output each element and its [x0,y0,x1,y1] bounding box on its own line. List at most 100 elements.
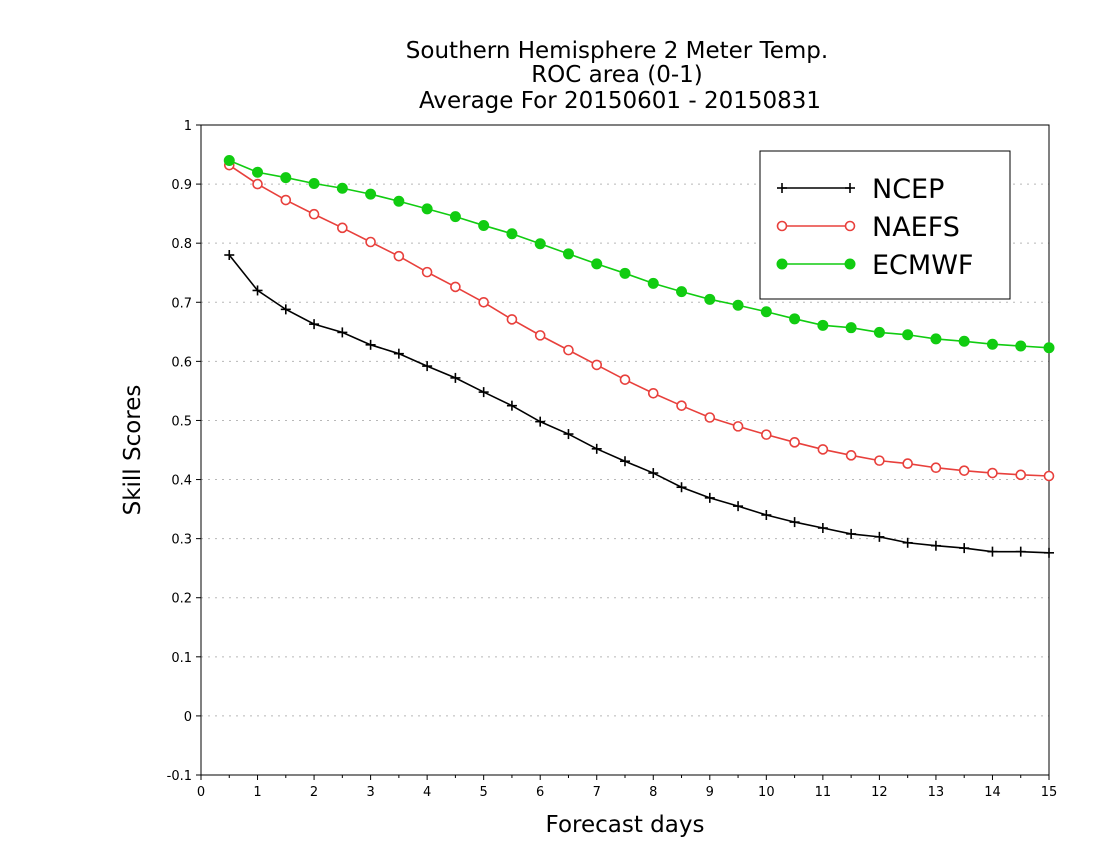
y-tick-label-8: 0.7 [171,296,192,311]
point-naefs-20 [789,437,800,448]
legend-item-ncep: NCEP [777,174,944,205]
point-ncep-9 [478,387,489,398]
x-tick-label-15: 15 [1041,785,1058,800]
legend-marker-left-ecmwf [776,258,788,270]
x-tick-label-8: 8 [649,785,657,800]
point-ecmwf-28 [1015,340,1027,352]
point-ecmwf-22 [845,322,857,334]
point-ncep-25 [930,540,941,551]
legend-marker-right-ncep [845,183,855,193]
point-naefs-7 [421,266,433,278]
x-tick-label-10: 10 [758,785,775,800]
x-tick-label-2: 2 [310,785,318,800]
x-tick-label-11: 11 [815,785,832,800]
point-naefs-2 [280,194,292,206]
point-ncep-15 [648,468,659,479]
point-ecmwf-26 [958,335,970,347]
point-ncep-21 [817,523,828,533]
point-naefs-12 [563,344,574,356]
point-naefs-9 [478,296,489,308]
x-tick-label-3: 3 [366,785,374,800]
point-naefs-6 [393,250,405,262]
point-ncep-10 [506,400,517,411]
point-ecmwf-1 [252,166,264,178]
y-axis-label: Skill Scores [120,385,146,516]
point-ncep-18 [733,501,744,512]
y-tick-label-4: 0.3 [171,533,192,548]
x-tick-label-1: 1 [253,785,261,800]
point-naefs-13 [591,359,603,371]
point-ecmwf-23 [873,326,885,338]
point-naefs-26 [958,465,970,476]
point-ecmwf-29 [1043,342,1055,354]
point-naefs-24 [902,458,913,469]
y-tick-label-1: 0 [184,710,192,725]
legend-item-naefs: NAEFS [776,212,960,243]
point-ecmwf-25 [930,333,942,345]
point-ecmwf-19 [760,306,772,318]
point-ecmwf-10 [506,228,518,240]
point-naefs-25 [930,462,942,474]
point-ncep-11 [535,416,546,427]
point-naefs-4 [337,222,348,234]
point-naefs-27 [987,467,998,479]
point-naefs-8 [450,281,461,293]
point-ncep-1 [252,285,263,296]
point-ncep-27 [987,546,998,557]
series-ecmwf [223,154,1055,354]
point-ecmwf-27 [986,338,998,350]
point-naefs-19 [761,429,772,440]
point-ecmwf-7 [421,203,433,215]
x-tick-label-7: 7 [593,785,601,800]
point-ecmwf-16 [676,286,688,298]
point-ncep-17 [704,492,715,503]
point-ecmwf-0 [223,154,235,166]
point-ecmwf-20 [789,313,801,325]
point-naefs-1 [252,178,263,190]
y-tick-label-11: 1 [184,119,192,134]
y-tick-label-6: 0.5 [171,414,192,429]
point-ncep-6 [393,348,404,359]
chart-title: Southern Hemisphere 2 Meter Temp. [406,38,828,64]
point-ncep-24 [902,537,913,548]
plot-frame [200,124,1050,776]
point-ecmwf-15 [647,277,659,289]
point-ecmwf-12 [562,248,574,260]
point-ncep-28 [1015,546,1026,557]
point-ncep-5 [365,339,376,350]
point-ecmwf-2 [280,172,292,184]
point-naefs-15 [647,387,659,399]
point-ecmwf-13 [591,258,603,270]
x-tick-label-12: 12 [871,785,888,800]
point-naefs-29 [1043,470,1055,482]
axes: -0.100.10.20.30.40.50.60.70.80.910 1 2 3 4 5 6… [167,119,1058,800]
point-ncep-0 [224,250,235,260]
point-ncep-16 [676,482,687,493]
series-ncep [224,250,1054,558]
point-ecmwf-11 [534,238,546,250]
point-ecmwf-4 [336,182,348,194]
point-ncep-12 [563,429,574,440]
point-ncep-19 [761,510,772,520]
point-ncep-22 [846,528,857,539]
y-tick-label-10: 0.9 [171,178,192,193]
point-naefs-23 [874,455,885,466]
point-ecmwf-8 [449,211,461,223]
y-tick-label-2: 0.1 [171,651,192,666]
point-ecmwf-14 [619,267,631,279]
point-ncep-2 [280,304,291,315]
point-naefs-28 [1015,469,1027,481]
y-tick-label-7: 0.6 [171,355,192,370]
point-naefs-14 [619,374,631,385]
chart-subtitle: ROC area (0-1) [531,62,703,88]
point-ncep-23 [874,531,885,542]
point-ecmwf-3 [308,178,320,189]
legend-label-naefs: NAEFS [872,212,960,243]
x-axis-label: Forecast days [546,812,705,838]
point-naefs-16 [676,400,687,411]
point-ecmwf-6 [393,195,405,207]
point-ncep-20 [789,517,800,528]
point-naefs-18 [732,421,744,432]
legend-marker-right-naefs [844,220,856,232]
